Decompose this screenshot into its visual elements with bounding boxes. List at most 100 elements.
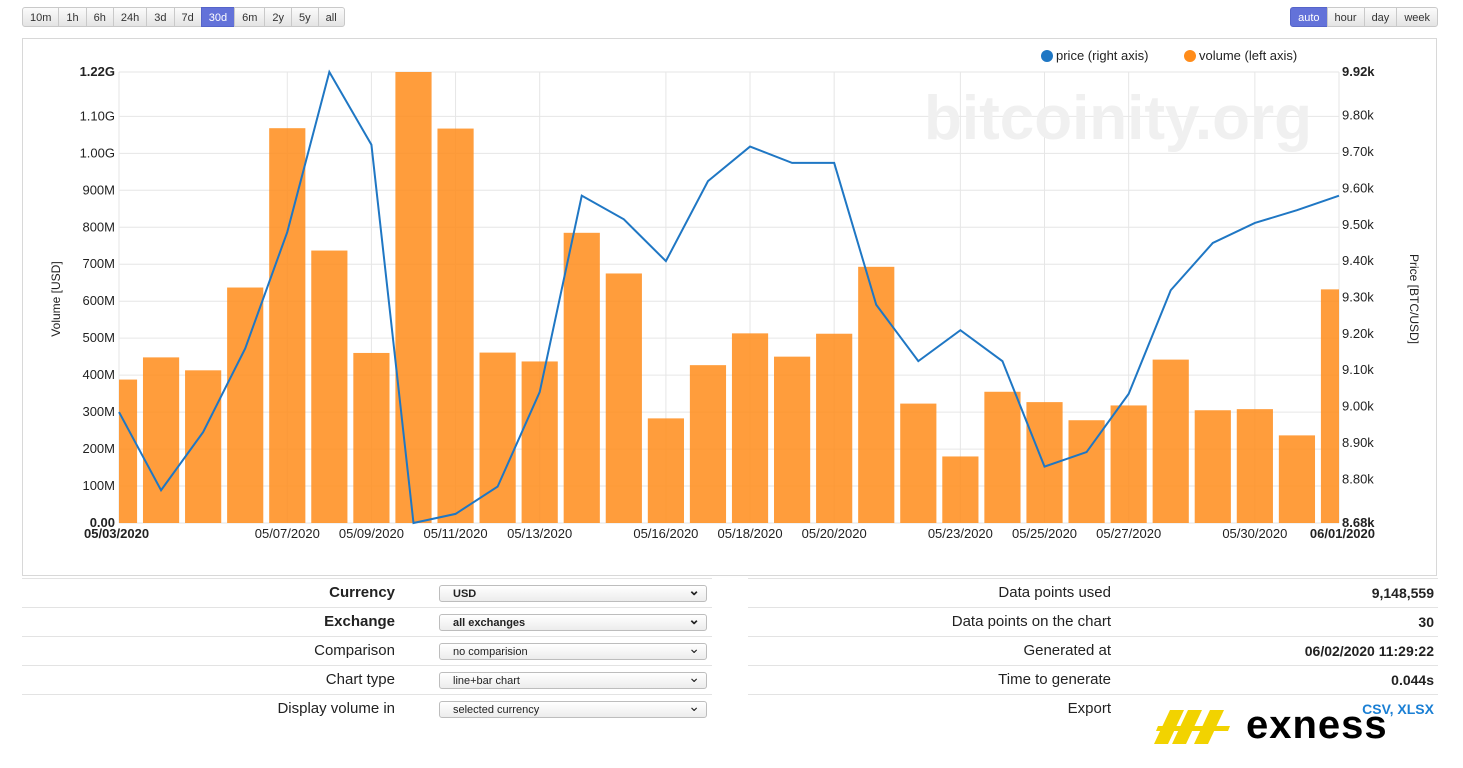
resolution-button-auto[interactable]: auto [1290, 7, 1328, 27]
x-tick-label: 05/07/2020 [255, 526, 320, 541]
settings-select[interactable]: line+bar chart ⌄ [439, 669, 707, 689]
right-tick-label: 9.20k [1342, 326, 1374, 341]
volume-bar[interactable] [563, 232, 600, 523]
left-axis-title: Volume [USD] [49, 261, 63, 336]
legend-volume-marker [1184, 50, 1196, 62]
volume-bar[interactable] [984, 391, 1021, 523]
left-tick-label: 1.10G [80, 108, 115, 123]
volume-bar[interactable] [119, 379, 138, 523]
range-button-5y[interactable]: 5y [291, 7, 319, 27]
exness-wordmark: exness [1246, 703, 1388, 747]
volume-bar[interactable] [353, 352, 390, 523]
x-axis-ticks: 05/03/2020 05/07/2020 05/09/2020 05/11/2020… [84, 526, 1375, 541]
settings-select[interactable]: no comparision ⌄ [439, 640, 707, 660]
volume-bar[interactable] [227, 287, 264, 523]
volume-bar[interactable] [395, 72, 432, 523]
right-tick-label: 9.50k [1342, 217, 1374, 232]
chevron-down-icon: ⌄ [688, 669, 700, 685]
range-button-6m[interactable]: 6m [234, 7, 266, 27]
chevron-down-icon: ⌄ [688, 582, 700, 598]
resolution-button-week[interactable]: week [1396, 7, 1438, 27]
stats-row: Data points on the chart 30 [748, 607, 1438, 636]
left-tick-label: 300M [82, 404, 115, 419]
settings-select[interactable]: all exchanges ⌄ [439, 611, 707, 631]
right-tick-label: 9.00k [1342, 399, 1374, 414]
stats-row: Generated at 06/02/2020 11:29:22 [748, 636, 1438, 665]
legend[interactable]: price (right axis) volume (left axis) [1041, 48, 1297, 63]
volume-bar[interactable] [858, 266, 895, 523]
right-tick-label: 8.90k [1342, 435, 1374, 450]
volume-bar[interactable] [605, 273, 642, 523]
legend-price-marker [1041, 50, 1053, 62]
settings-row: Comparison no comparision ⌄ [22, 636, 712, 665]
settings-label: Display volume in [277, 700, 395, 717]
right-tick-label: 9.70k [1342, 144, 1374, 159]
export-csv-link[interactable]: CSV [1362, 701, 1390, 717]
volume-bar[interactable] [479, 352, 516, 523]
x-tick-label: 05/23/2020 [928, 526, 993, 541]
stats-value: 30 [1418, 614, 1434, 630]
volume-bar[interactable] [1110, 405, 1147, 523]
volume-bar[interactable] [142, 357, 180, 523]
volume-bar[interactable] [1194, 410, 1231, 523]
stats-value: 0.044s [1391, 672, 1434, 688]
stats-value: 06/02/2020 11:29:22 [1304, 643, 1434, 659]
x-tick-label: 05/30/2020 [1222, 526, 1287, 541]
settings-row: Display volume in selected currency ⌄ [22, 694, 712, 723]
left-tick-label: 900M [82, 182, 115, 197]
export-row: Export CSV, XLSX [748, 694, 1438, 723]
watermark: bitcoinity.org [924, 84, 1312, 153]
left-tick-label: 800M [82, 219, 115, 234]
stats-label: Data points used [998, 584, 1111, 601]
right-tick-label: 9.60k [1342, 180, 1374, 195]
exness-logo: exness [1154, 703, 1388, 747]
volume-bar[interactable] [689, 365, 727, 523]
volume-bar[interactable] [774, 356, 811, 523]
volume-bar[interactable] [1152, 359, 1189, 523]
legend-price-label[interactable]: price (right axis) [1056, 48, 1148, 63]
volume-bar[interactable] [731, 333, 769, 523]
volume-bar[interactable] [437, 128, 474, 523]
settings-select[interactable]: USD ⌄ [439, 582, 707, 602]
range-button-24h[interactable]: 24h [112, 7, 148, 27]
volume-bar[interactable] [1068, 420, 1105, 523]
left-tick-label: 700M [82, 256, 115, 271]
left-tick-label: 0.00 [90, 515, 115, 530]
range-button-2y[interactable]: 2y [264, 7, 293, 27]
settings-row: Exchange all exchanges ⌄ [22, 607, 712, 636]
range-button-all[interactable]: all [317, 7, 345, 27]
range-button-1h[interactable]: 1h [58, 7, 87, 27]
range-button-6h[interactable]: 6h [85, 7, 114, 27]
volume-bar[interactable] [900, 403, 937, 523]
volume-bar[interactable] [521, 361, 558, 523]
volume-bar[interactable] [1236, 409, 1273, 523]
range-button-3d[interactable]: 3d [146, 7, 175, 27]
right-tick-label: 9.40k [1342, 253, 1374, 268]
legend-volume-label[interactable]: volume (left axis) [1199, 48, 1297, 63]
volume-bar[interactable] [185, 370, 222, 523]
volume-bar[interactable] [1278, 435, 1316, 523]
x-tick-label: 05/27/2020 [1096, 526, 1161, 541]
volume-bar[interactable] [816, 333, 853, 523]
exness-mark-icon [1154, 710, 1230, 744]
resolution-button-hour[interactable]: hour [1326, 7, 1365, 27]
volume-bar[interactable] [647, 418, 684, 523]
settings-select-value: selected currency [453, 704, 540, 716]
left-tick-label: 1.00G [80, 145, 115, 160]
export-xlsx-link[interactable]: XLSX [1397, 701, 1434, 717]
volume-bars [119, 72, 1339, 523]
settings-select[interactable]: selected currency ⌄ [439, 698, 707, 718]
range-button-7d[interactable]: 7d [173, 7, 202, 27]
volume-bar[interactable] [1320, 289, 1339, 523]
price-line[interactable] [118, 69, 1340, 525]
right-tick-label: 8.80k [1342, 471, 1374, 486]
volume-bar[interactable] [942, 456, 979, 523]
right-tick-label: 9.92k [1342, 64, 1375, 79]
right-axis-title: Price [BTC/USD] [1407, 254, 1421, 344]
range-button-10m[interactable]: 10m [22, 7, 60, 27]
x-tick-label: 05/03/2020 [84, 526, 149, 541]
resolution-button-day[interactable]: day [1363, 7, 1398, 27]
volume-bar[interactable] [311, 250, 348, 523]
volume-bar[interactable] [269, 128, 306, 523]
range-button-30d[interactable]: 30d [200, 7, 236, 27]
